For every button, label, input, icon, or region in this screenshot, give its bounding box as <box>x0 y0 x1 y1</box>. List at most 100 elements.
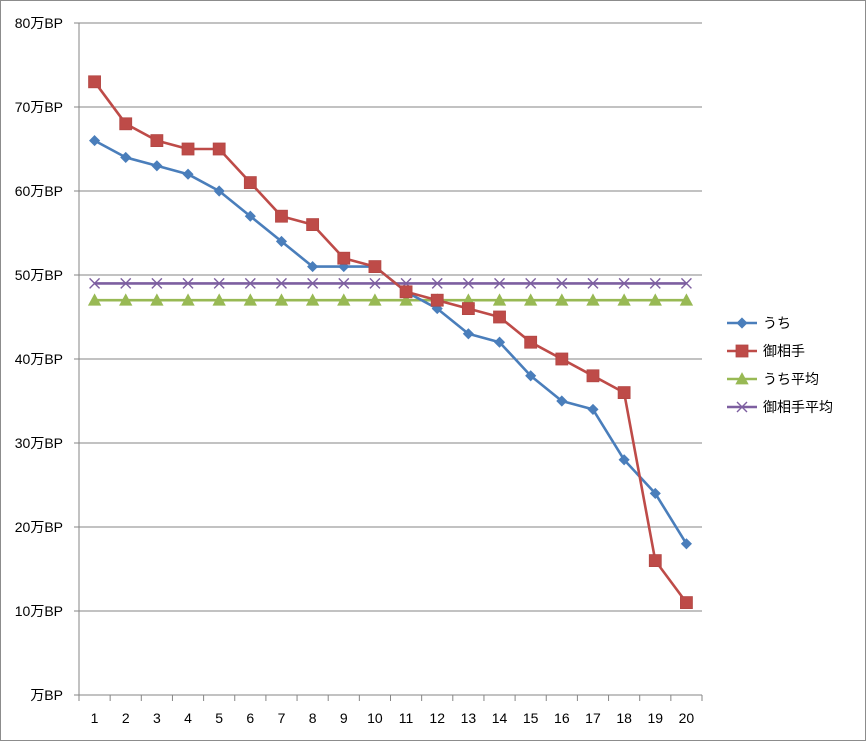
y-tick-label: 万BP <box>30 687 63 703</box>
x-tick-label: 11 <box>399 710 414 726</box>
legend-entry: 御相手平均 <box>727 399 833 415</box>
data-point <box>119 117 133 131</box>
data-point <box>338 277 350 289</box>
x-tick-label: 5 <box>215 710 223 726</box>
series-3 <box>87 293 694 306</box>
data-point <box>337 293 351 306</box>
data-point <box>586 293 600 306</box>
data-point <box>648 293 662 306</box>
series-line <box>93 139 688 545</box>
data-point <box>87 293 102 306</box>
data-point <box>430 293 444 307</box>
x-tick-label: 20 <box>679 710 695 726</box>
data-point <box>649 487 661 499</box>
data-point <box>243 293 257 306</box>
data-point <box>617 386 631 400</box>
axes <box>74 22 703 701</box>
data-point <box>493 336 506 348</box>
legend-swatch-marker <box>736 401 748 413</box>
data-point <box>587 277 599 289</box>
x-tick-label: 13 <box>461 710 477 726</box>
legend-label: 御相手 <box>763 343 805 359</box>
data-point <box>431 277 443 289</box>
legend-entry: うち <box>727 315 791 331</box>
data-point <box>150 134 164 148</box>
data-point <box>213 277 225 289</box>
legend-entry: うち平均 <box>727 371 819 387</box>
series-2 <box>88 75 693 609</box>
data-point <box>462 277 474 289</box>
legend-swatch-marker <box>735 344 749 358</box>
data-point <box>556 395 568 407</box>
data-point <box>493 310 506 324</box>
data-point <box>586 369 600 383</box>
data-point <box>618 454 630 466</box>
data-point <box>462 328 474 340</box>
x-tick-label: 6 <box>246 710 254 726</box>
y-tick-labels: 万BP 10万BP 20万BP 30万BP 40万BP 50万BP 60万BP 70万BP 80… <box>15 15 63 703</box>
data-point <box>525 370 537 382</box>
legend-entry: 御相手 <box>727 343 805 359</box>
data-point <box>274 293 289 306</box>
y-tick-label: 60万BP <box>15 183 63 199</box>
x-tick-label: 17 <box>585 710 601 726</box>
data-point <box>555 293 569 306</box>
data-point <box>150 293 164 306</box>
x-tick-label: 2 <box>122 710 130 726</box>
gridlines <box>79 22 702 612</box>
data-point <box>369 277 381 289</box>
data-point <box>524 293 538 306</box>
data-point <box>151 160 163 172</box>
data-point <box>680 538 692 550</box>
legend-swatch-marker <box>735 372 749 385</box>
data-point <box>275 235 288 247</box>
data-point <box>244 210 256 222</box>
data-point <box>89 277 101 289</box>
data-point <box>305 293 320 306</box>
series-1 <box>89 135 692 550</box>
data-point <box>492 293 507 306</box>
x-tick-label: 4 <box>184 710 192 726</box>
x-tick-label: 14 <box>492 710 508 726</box>
data-point <box>120 277 132 289</box>
x-tick-label: 19 <box>647 710 663 726</box>
legend-label: うち平均 <box>763 371 819 387</box>
x-tick-label: 18 <box>616 710 632 726</box>
data-point <box>307 261 319 273</box>
data-point <box>368 260 382 274</box>
data-point <box>494 277 506 289</box>
data-point <box>399 285 413 299</box>
y-tick-label: 20万BP <box>15 519 63 535</box>
data-point <box>181 142 195 156</box>
x-tick-label: 16 <box>554 710 570 726</box>
data-point <box>182 168 194 180</box>
x-tick-labels: 1 2 3 4 5 6 7 8 9 10 11 12 13 14 15 16 17 18 19 20 <box>91 710 695 726</box>
x-tick-label: 12 <box>429 710 445 726</box>
data-point <box>181 293 195 306</box>
data-point <box>88 75 101 89</box>
data-point <box>182 277 194 289</box>
series-layer <box>87 75 694 609</box>
data-point <box>120 151 132 163</box>
data-point <box>617 293 631 306</box>
data-point <box>307 277 319 289</box>
data-point <box>556 277 568 289</box>
data-point <box>524 335 538 349</box>
data-point <box>275 209 288 223</box>
x-tick-label: 3 <box>153 710 161 726</box>
x-tick-label: 10 <box>367 710 383 726</box>
data-point <box>618 277 630 289</box>
data-point <box>680 596 693 609</box>
data-point <box>212 293 226 306</box>
x-tick-label: 15 <box>523 710 539 726</box>
data-point <box>525 277 537 289</box>
x-tick-label: 8 <box>309 710 317 726</box>
y-tick-label: 80万BP <box>15 15 63 31</box>
data-point <box>212 142 226 156</box>
data-point <box>306 218 320 232</box>
series-line <box>93 81 688 604</box>
data-point <box>648 554 662 567</box>
